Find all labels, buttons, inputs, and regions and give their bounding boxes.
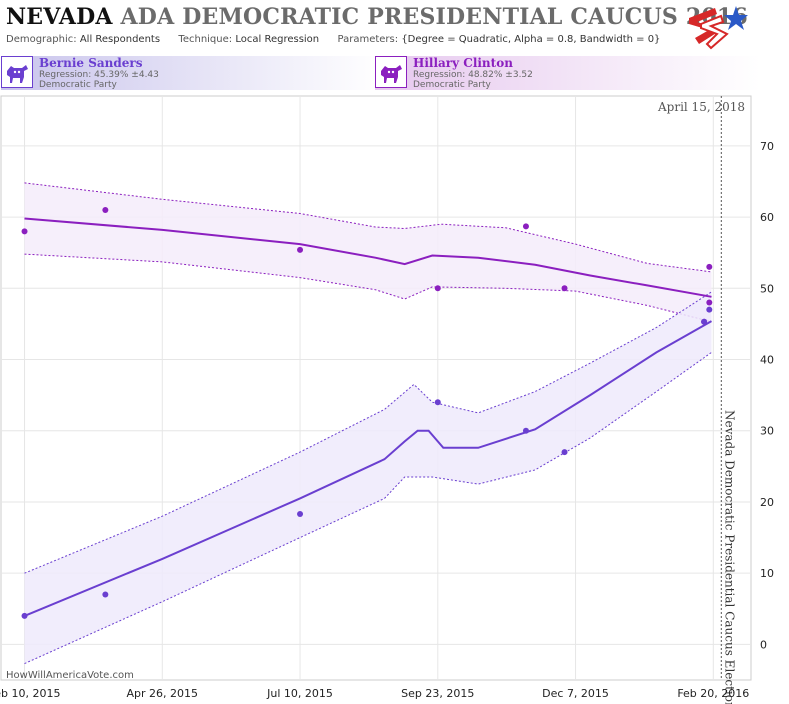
poll-point	[102, 591, 109, 598]
title-rest: ADA DEMOCRATIC PRESIDENTIAL CAUCUS 2016	[120, 4, 748, 30]
poll-point	[297, 246, 304, 253]
band-lower-line	[24, 351, 712, 665]
confidence-bands	[24, 182, 712, 665]
candidate-party: Democratic Party	[413, 80, 491, 90]
poll-point	[522, 223, 529, 230]
demographic-value: All Respondents	[79, 34, 161, 45]
y-tick-label: 70	[760, 140, 774, 153]
trend-line	[24, 217, 712, 298]
source-label: HowWillAmericaVote.com	[6, 670, 134, 681]
candidate-name: Hillary Clinton	[413, 56, 513, 70]
y-tick-label: 20	[760, 496, 774, 509]
x-tick-label: Feb 20, 2016	[677, 687, 749, 700]
candidate-regression: Regression: 48.82% ±3.52	[413, 70, 533, 80]
y-tick-label: 10	[760, 567, 774, 580]
donkey-icon	[375, 56, 407, 88]
x-tick-label: Dec 7, 2015	[542, 687, 609, 700]
parameters-value: {Degree = Quadratic, Alpha = 0.8, Bandwi…	[401, 34, 661, 45]
candidate-card-sanders: Bernie Sanders Regression: 45.39% ±4.43 …	[1, 56, 381, 90]
band-lower-line	[24, 253, 712, 323]
poll-point	[706, 306, 713, 313]
poll-point	[522, 427, 529, 434]
technique-value: Local Regression	[235, 34, 320, 45]
donkey-icon	[1, 56, 33, 88]
x-tick-label: Sep 23, 2015	[401, 687, 474, 700]
chart-title: NEVADA ADA DEMOCRATIC PRESIDENTIAL CAUCU…	[6, 4, 748, 30]
poll-point	[297, 511, 304, 518]
x-axis: Feb 10, 2015 Apr 26, 2015 Jul 10, 2015 Sep …	[0, 687, 749, 700]
poll-point	[561, 285, 568, 292]
poll-point	[701, 318, 708, 325]
poll-point	[706, 263, 713, 270]
parameters-line: Demographic: All Respondents Technique: …	[6, 34, 660, 45]
confidence-band	[24, 291, 712, 664]
poll-point	[102, 206, 109, 213]
confidence-band	[24, 182, 712, 322]
band-upper-line	[24, 182, 712, 273]
parameters-label: Parameters:	[337, 34, 399, 45]
x-tick-label: Jul 10, 2015	[266, 687, 333, 700]
poll-points	[21, 206, 713, 619]
x-tick-label: Feb 10, 2015	[0, 687, 61, 700]
site-logo-icon	[689, 6, 748, 50]
y-axis: 0 10 20 30 40 50 60 70	[760, 140, 774, 652]
poll-point	[434, 399, 441, 406]
technique-label: Technique:	[178, 34, 233, 45]
title-state: NEVADA	[6, 4, 113, 30]
y-tick-label: 30	[760, 425, 774, 438]
poll-point	[706, 299, 713, 306]
poll-point	[434, 285, 441, 292]
candidate-regression: Regression: 45.39% ±4.43	[39, 70, 159, 80]
y-tick-label: 0	[760, 638, 767, 651]
candidate-party: Democratic Party	[39, 80, 117, 90]
x-tick-label: Apr 26, 2015	[127, 687, 199, 700]
demographic-label: Demographic:	[6, 34, 77, 45]
candidate-card-clinton: Hillary Clinton Regression: 48.82% ±3.52…	[375, 56, 760, 90]
poll-point	[21, 612, 28, 619]
y-tick-label: 60	[760, 211, 774, 224]
y-tick-label: 40	[760, 354, 774, 367]
y-tick-label: 50	[760, 282, 774, 295]
trend-line	[24, 320, 712, 617]
event-label: Nevada Democratic Presidential Caucus El…	[722, 410, 736, 704]
date-stamp: April 15, 2018	[657, 100, 745, 114]
poll-point	[561, 449, 568, 456]
poll-point	[21, 228, 28, 235]
candidate-name: Bernie Sanders	[39, 56, 143, 70]
trend-lines	[24, 217, 712, 617]
